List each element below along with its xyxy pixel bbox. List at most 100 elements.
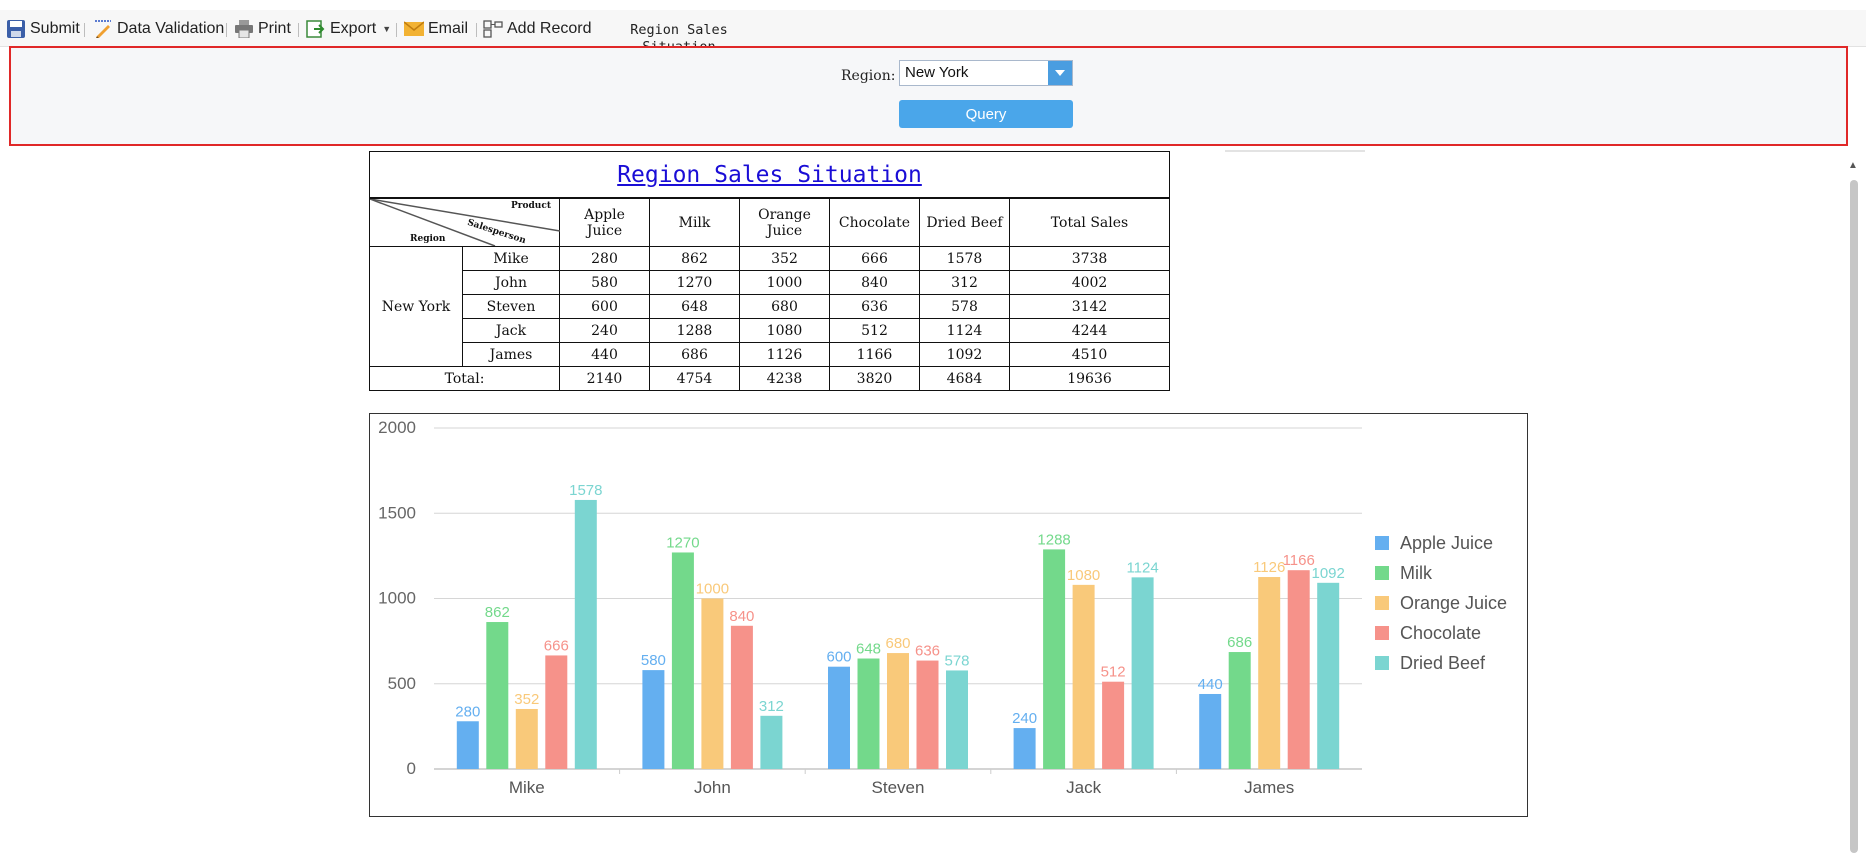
chart-bar: [515, 708, 538, 769]
chart-bar: [916, 660, 939, 769]
export-button[interactable]: Export ▼: [306, 19, 391, 39]
chart-bar: [1043, 549, 1066, 769]
chart-bar: [671, 552, 694, 769]
column-header: Chocolate: [829, 197, 920, 247]
column-header-line: Orange: [758, 206, 811, 223]
report-tab-title-line: Region Sales: [630, 22, 728, 38]
table-cell: 636: [829, 294, 920, 319]
data-label: 578: [944, 652, 969, 669]
data-label: 580: [641, 652, 666, 669]
parameter-panel: Region: New York Query: [9, 46, 1848, 146]
chart-bar: [1258, 577, 1281, 769]
total-cell: 4754: [649, 366, 740, 391]
scroll-up-icon[interactable]: ▲: [1848, 160, 1858, 171]
pencil-icon: [95, 20, 111, 38]
table-row: Jack 240 1288 1080 512 1124 4244: [370, 318, 1171, 343]
x-tick-label: John: [694, 778, 731, 797]
data-label: 1166: [1283, 552, 1315, 569]
legend-label: Orange Juice: [1400, 593, 1507, 613]
table-cell: 4510: [1008, 342, 1171, 367]
data-label: 280: [455, 703, 480, 720]
data-label: 840: [729, 608, 754, 625]
legend-label: Apple Juice: [1400, 533, 1493, 553]
email-label: Email: [428, 20, 469, 37]
column-header-line: Chocolate: [838, 214, 911, 231]
table-cell: 3738: [1008, 246, 1171, 271]
table-cell: 1080: [739, 318, 830, 343]
toolbar-divider: [396, 23, 397, 37]
chevron-down-icon: [1055, 70, 1065, 76]
email-button[interactable]: Email: [404, 19, 468, 39]
query-button[interactable]: Query: [899, 100, 1073, 128]
column-header-line: Dried Beef: [926, 214, 1003, 231]
data-label: 1092: [1312, 565, 1345, 582]
chart-bar: [1013, 728, 1036, 769]
legend-label: Chocolate: [1400, 623, 1481, 643]
legend-swatch: [1375, 656, 1389, 670]
column-header-line: Total Sales: [1050, 214, 1129, 231]
data-label: 1126: [1253, 559, 1285, 576]
table-cell: 312: [919, 270, 1010, 295]
data-label: 512: [1101, 664, 1126, 681]
y-tick-label: 1000: [378, 589, 416, 608]
dropdown-arrow-icon[interactable]: [1048, 61, 1072, 85]
salesperson-cell: Mike: [462, 246, 560, 271]
y-tick-label: 2000: [378, 418, 416, 437]
chart-bar: [1072, 584, 1095, 769]
legend-swatch: [1375, 566, 1389, 580]
toolbar: Submit Data Validation Print Export ▼: [0, 10, 1866, 55]
x-tick-label: Steven: [872, 778, 925, 797]
submit-button[interactable]: Submit: [6, 19, 80, 39]
salesperson-cell: John: [462, 270, 560, 295]
chart-bar: [1228, 652, 1251, 769]
table-cell: 1092: [919, 342, 1010, 367]
salesperson-cell: James: [462, 342, 560, 367]
chart-bar: [946, 670, 968, 769]
table-cell: 578: [919, 294, 1010, 319]
table-cell: 680: [739, 294, 830, 319]
toolbar-divider: [84, 23, 85, 37]
data-label: 1578: [569, 482, 602, 499]
toolbar-divider: [476, 23, 477, 37]
divider: [1225, 150, 1365, 152]
data-label: 1270: [666, 534, 699, 551]
table-row: John 580 1270 1000 840 312 4002: [370, 270, 1171, 295]
print-button[interactable]: Print: [234, 19, 291, 39]
y-tick-label: 0: [407, 759, 416, 778]
chart-bar: [1131, 577, 1154, 769]
chart-bar: [1287, 570, 1310, 769]
data-validation-button[interactable]: Data Validation: [93, 19, 224, 39]
column-header: Apple Juice: [559, 197, 650, 247]
x-tick-label: James: [1244, 778, 1294, 797]
diagonal-header-cell: Product Salesperson Region: [369, 197, 560, 247]
sales-chart: 0 500 1000 1500 2000 280 862 352 666 1578 Mike 580 1…: [369, 413, 1528, 817]
data-label: 440: [1198, 676, 1223, 693]
data-label: 862: [485, 604, 510, 621]
column-header-line: Juice: [766, 222, 803, 239]
scrollbar-thumb[interactable]: [1850, 180, 1858, 853]
table-cell: 4002: [1008, 270, 1171, 295]
table-cell: 3142: [1008, 294, 1171, 319]
chart-bar: [456, 721, 479, 769]
chevron-down-icon: ▼: [382, 24, 392, 34]
column-header: Total Sales: [1008, 197, 1171, 247]
report-title-link[interactable]: Region Sales Situation: [617, 161, 922, 188]
salesperson-cell: Jack: [462, 318, 560, 343]
data-validation-label: Data Validation: [117, 20, 225, 37]
data-label: 636: [915, 643, 940, 660]
total-cell: 2140: [559, 366, 650, 391]
table-cell: 1000: [739, 270, 830, 295]
bar-chart-svg: 0 500 1000 1500 2000 280 862 352 666 1578 Mike 580 1…: [378, 418, 1507, 797]
region-select-value: New York: [905, 64, 969, 81]
total-row: Total: 2140 4754 4238 3820 4684 19636: [369, 366, 1171, 391]
total-label: Total:: [369, 366, 560, 391]
report-title-cell: Region Sales Situation: [368, 151, 1171, 199]
column-header: Milk: [649, 197, 740, 247]
column-header: Dried Beef: [919, 197, 1010, 247]
add-record-button[interactable]: Add Record: [483, 19, 592, 39]
export-icon: [306, 20, 325, 38]
legend-label: Dried Beef: [1400, 653, 1486, 673]
region-select[interactable]: New York: [899, 60, 1073, 86]
total-cell: 4238: [739, 366, 830, 391]
envelope-icon: [404, 21, 424, 36]
